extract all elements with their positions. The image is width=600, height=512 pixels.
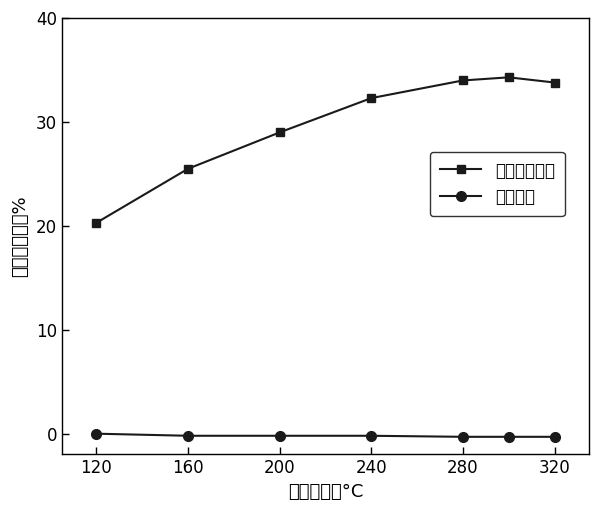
未经乙妆处理 — [460, 77, 467, 83]
乙妆处理 — [276, 433, 283, 439]
乙妆处理 — [505, 434, 512, 440]
乙妆处理 — [551, 434, 558, 440]
未经乙妆处理 — [93, 220, 100, 226]
未经乙妆处理 — [505, 74, 512, 80]
乙妆处理 — [93, 431, 100, 437]
未经乙妆处理 — [184, 166, 191, 172]
乙妆处理 — [460, 434, 467, 440]
乙妆处理 — [368, 433, 375, 439]
X-axis label: 反应温度，°C: 反应温度，°C — [288, 483, 363, 501]
乙妆处理 — [184, 433, 191, 439]
Line: 乙妆处理: 乙妆处理 — [92, 429, 559, 442]
未经乙妆处理 — [551, 79, 558, 86]
未经乙妆处理 — [276, 130, 283, 136]
Line: 未经乙妆处理: 未经乙妆处理 — [92, 73, 559, 227]
未经乙妆处理 — [368, 95, 375, 101]
Legend: 未经乙妆处理, 乙妆处理: 未经乙妆处理, 乙妆处理 — [430, 152, 565, 216]
Y-axis label: 乙烯转化率，%: 乙烯转化率，% — [11, 196, 29, 277]
